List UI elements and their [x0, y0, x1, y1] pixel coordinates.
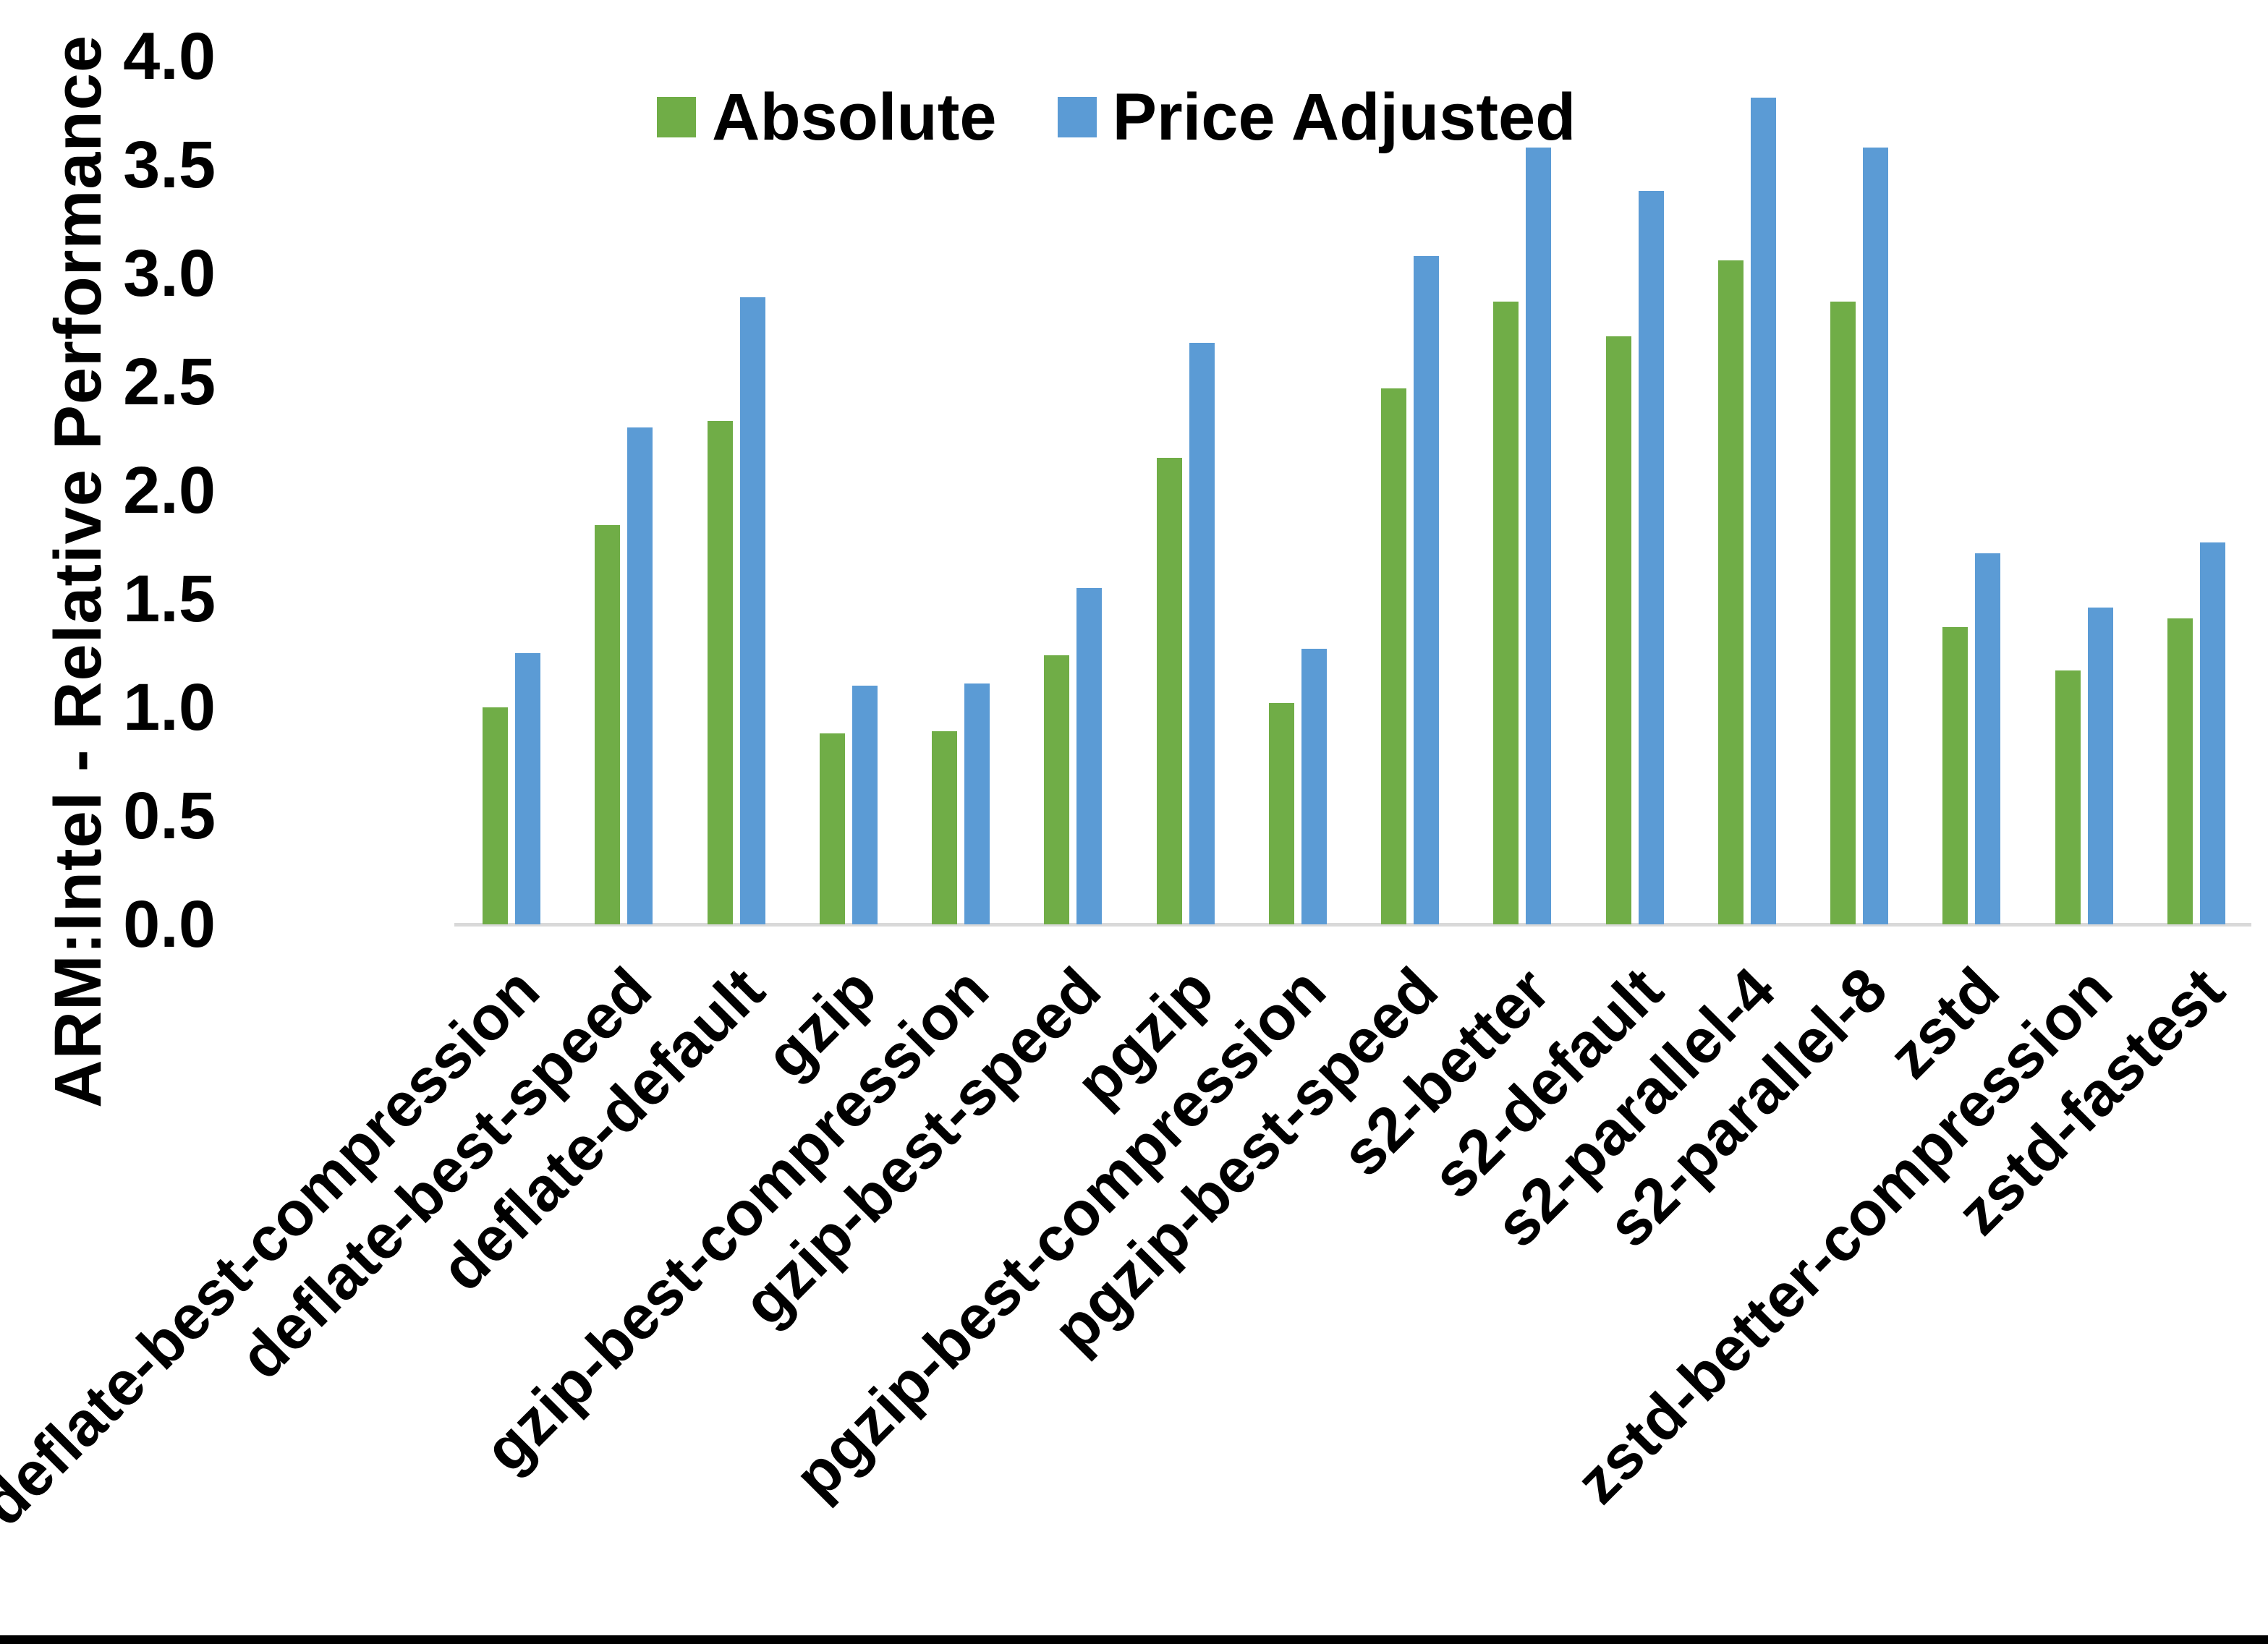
x-axis-line [454, 923, 2251, 927]
legend: Absolute Price Adjusted [657, 84, 1576, 150]
y-tick-label-0.5: 0.5 [123, 779, 216, 853]
bar-absolute-s2-parallel-4 [1718, 260, 1744, 924]
y-tick-label-4.0: 4.0 [123, 20, 216, 93]
y-tick-label-0.0: 0.0 [123, 887, 216, 961]
bar-absolute-zstd [1942, 627, 1968, 924]
bar-absolute-pgzip [1157, 458, 1182, 924]
legend-label-price-adjusted: Price Adjusted [1112, 80, 1576, 154]
bar-price-adjusted-zstd [1975, 553, 2000, 924]
y-tick-label-3.5: 3.5 [123, 128, 216, 202]
bar-price-adjusted-zstd-better-compression [2088, 608, 2113, 924]
bar-price-adjusted-gzip [852, 686, 878, 924]
bar-absolute-zstd-fastest [2167, 618, 2193, 924]
bar-price-adjusted-deflate-best-speed [627, 427, 653, 924]
bar-price-adjusted-deflate-default [740, 297, 765, 924]
y-tick-label-3.0: 3.0 [123, 237, 216, 310]
bar-absolute-s2-default [1606, 336, 1631, 924]
bar-price-adjusted-gzip-best-speed [1076, 588, 1102, 924]
bar-price-adjusted-s2-default [1639, 191, 1664, 924]
bar-absolute-deflate-default [708, 421, 733, 924]
bar-price-adjusted-s2-better [1526, 148, 1551, 924]
bar-price-adjusted-s2-parallel-8 [1863, 148, 1888, 924]
y-tick-label-1.0: 1.0 [123, 670, 216, 744]
bar-absolute-s2-better [1493, 302, 1519, 924]
y-tick-label-2.0: 2.0 [123, 453, 216, 527]
bar-absolute-deflate-best-speed [595, 525, 620, 924]
legend-swatch-price-adjusted [1057, 97, 1097, 137]
y-tick-label-1.5: 1.5 [123, 562, 216, 636]
legend-label-absolute: Absolute [712, 80, 997, 154]
bar-price-adjusted-pgzip-best-speed [1414, 256, 1439, 924]
bar-absolute-s2-parallel-8 [1830, 302, 1856, 924]
bar-absolute-pgzip-best-compression [1269, 703, 1294, 924]
bar-price-adjusted-deflate-best-compression [515, 653, 540, 924]
bar-absolute-gzip [820, 733, 845, 924]
bar-price-adjusted-pgzip [1189, 343, 1215, 924]
y-tick-label-2.5: 2.5 [123, 345, 216, 419]
bar-price-adjusted-zstd-fastest [2200, 542, 2225, 924]
bar-absolute-deflate-best-compression [483, 707, 508, 924]
bottom-border [0, 1635, 2268, 1644]
bar-absolute-gzip-best-compression [932, 731, 957, 924]
bar-absolute-gzip-best-speed [1044, 655, 1069, 924]
bar-absolute-pgzip-best-speed [1381, 388, 1406, 924]
bar-price-adjusted-pgzip-best-compression [1301, 649, 1327, 924]
bar-price-adjusted-gzip-best-compression [964, 683, 990, 924]
bar-absolute-zstd-better-compression [2055, 670, 2081, 924]
bar-price-adjusted-s2-parallel-4 [1751, 98, 1776, 924]
legend-swatch-absolute [657, 97, 696, 137]
